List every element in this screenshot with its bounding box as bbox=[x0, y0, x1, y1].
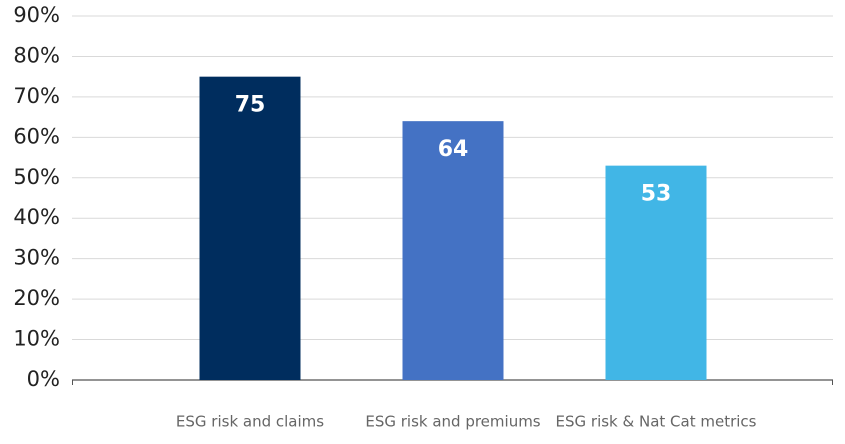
y-tick-label: 0% bbox=[27, 367, 60, 391]
y-tick-label: 40% bbox=[13, 205, 60, 229]
y-tick-label: 50% bbox=[13, 165, 60, 189]
x-tick-label: ESG risk & Nat Cat metrics bbox=[556, 413, 757, 431]
x-tick-label: ESG risk and claims bbox=[176, 413, 324, 431]
y-tick-label: 30% bbox=[13, 246, 60, 270]
bar bbox=[199, 76, 301, 381]
value-label: 64 bbox=[438, 137, 469, 162]
bar bbox=[402, 121, 504, 381]
y-tick-label: 60% bbox=[13, 124, 60, 148]
value-label: 53 bbox=[641, 182, 672, 207]
y-tick-label: 20% bbox=[13, 286, 60, 310]
y-tick-label: 80% bbox=[13, 43, 60, 67]
y-tick-label: 90% bbox=[13, 3, 60, 27]
x-tick-label: ESG risk and premiums bbox=[365, 413, 540, 431]
y-tick-label: 70% bbox=[13, 84, 60, 108]
bar bbox=[605, 165, 707, 380]
y-tick-label: 10% bbox=[13, 327, 60, 351]
value-label: 75 bbox=[235, 93, 266, 118]
